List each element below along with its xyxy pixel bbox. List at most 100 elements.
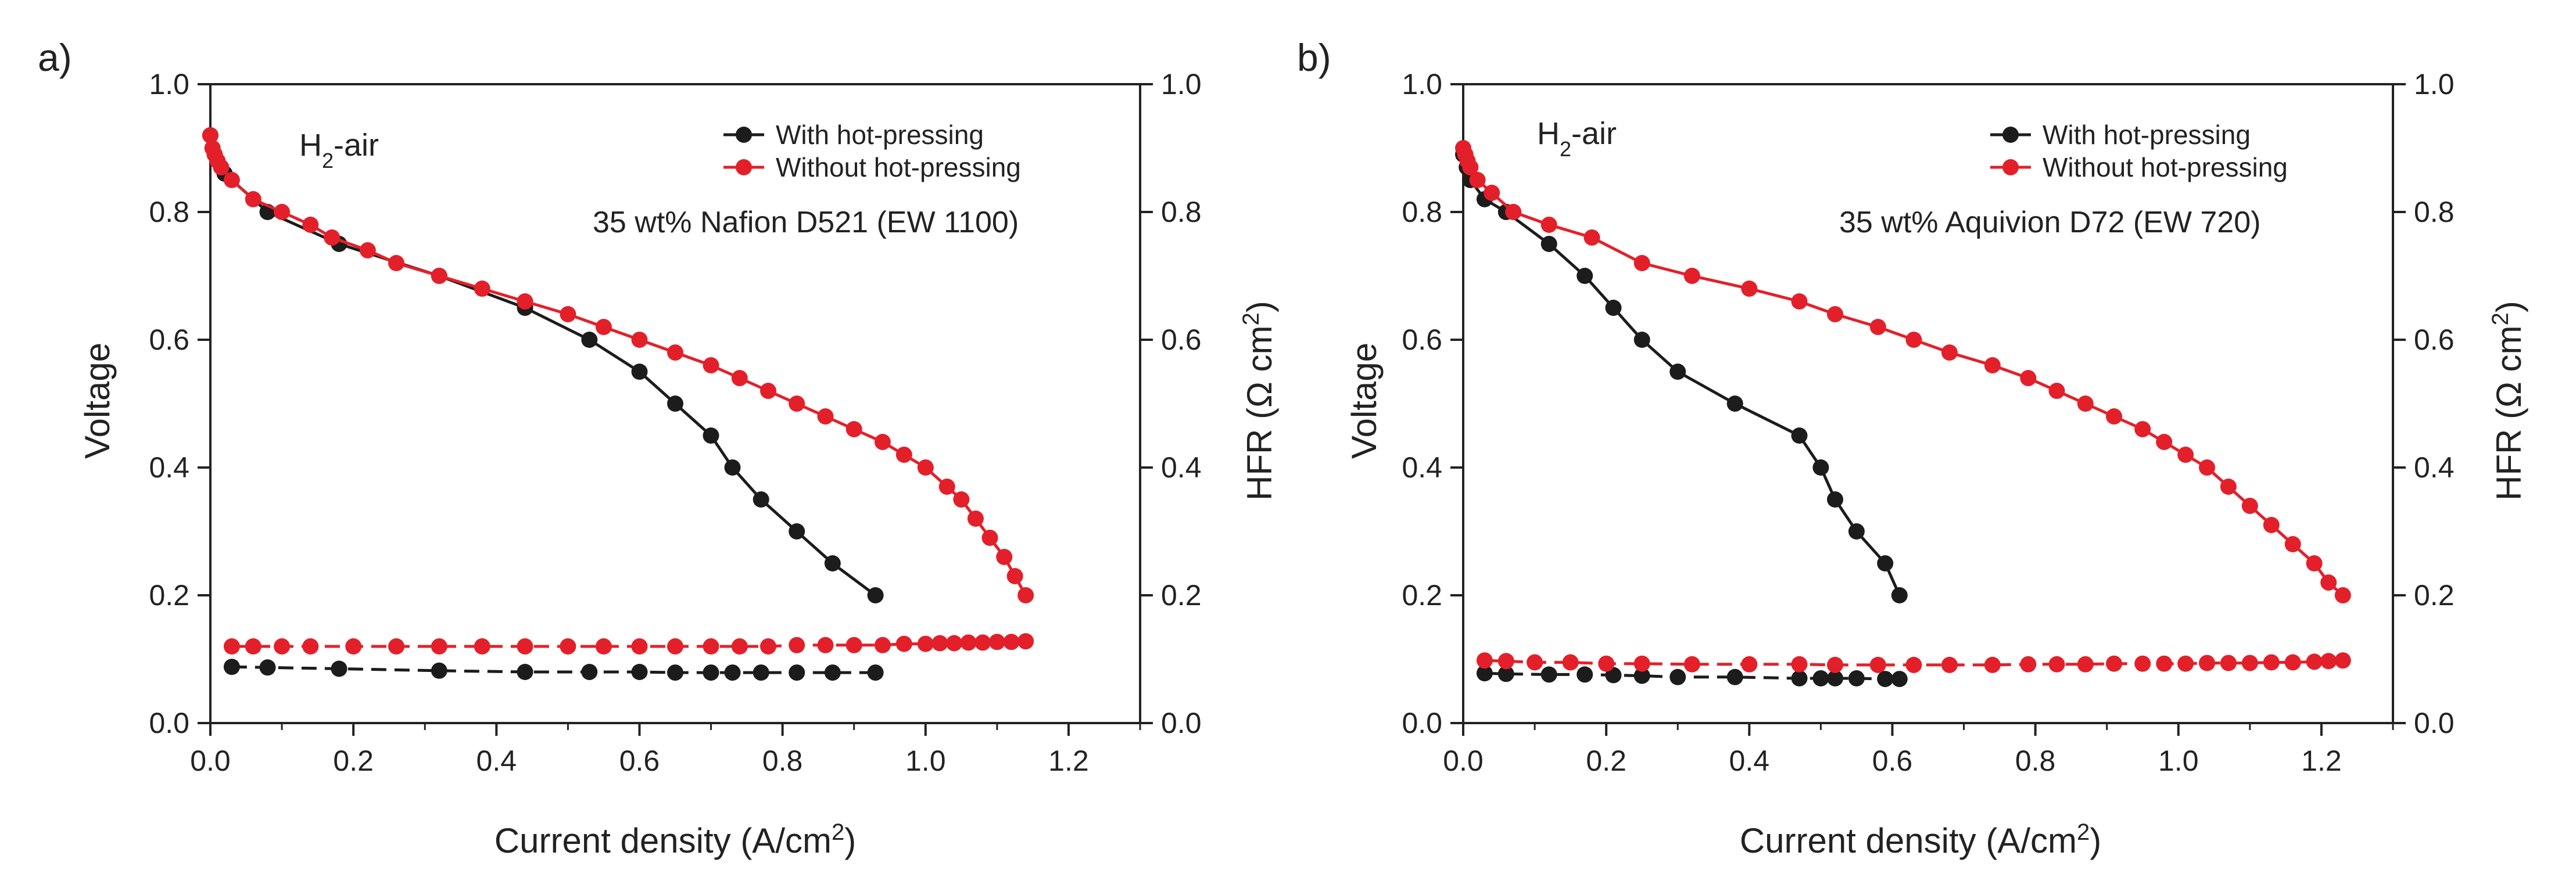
- without-hot-pressing-hfr-point: [931, 635, 948, 652]
- with-hot-pressing-voltage-point: [724, 459, 741, 476]
- x-tick-label: 0.6: [619, 745, 660, 777]
- y-tick-label: 0.6: [1402, 323, 1442, 356]
- without-hot-pressing-hfr-point: [474, 638, 490, 655]
- y-tick-label: 1.0: [1402, 68, 1442, 100]
- with-hot-pressing-hfr-point: [1877, 671, 1894, 688]
- without-hot-pressing-voltage-point: [996, 549, 1013, 565]
- panel-b-ionomer-annotation: 35 wt% Aquivion D72 (EW 720): [1839, 206, 2260, 239]
- without-hot-pressing-voltage-point: [1006, 568, 1023, 584]
- panel-b-gas-annotation: H2-air: [1537, 116, 1617, 161]
- with-hot-pressing-hfr-point: [724, 664, 741, 681]
- without-hot-pressing-hfr-point: [431, 638, 447, 655]
- without-hot-pressing-hfr-point: [946, 635, 962, 652]
- without-hot-pressing-voltage-point: [223, 172, 240, 188]
- without-hot-pressing-voltage-point: [1017, 587, 1034, 603]
- without-hot-pressing-voltage-point: [760, 383, 776, 399]
- without-hot-pressing-voltage-point: [560, 306, 576, 322]
- without-hot-pressing-hfr-point: [2106, 655, 2122, 672]
- with-hot-pressing-hfr-point: [1633, 667, 1650, 684]
- without-hot-pressing-hfr-point: [874, 637, 891, 653]
- with-hot-pressing-voltage-point: [867, 587, 884, 603]
- x-tick-label: 0.2: [1586, 745, 1626, 777]
- without-hot-pressing-voltage-point: [2077, 396, 2094, 412]
- without-hot-pressing-hfr-point: [1476, 652, 1493, 669]
- x-tick-label: 0.0: [1443, 745, 1484, 777]
- x-tick-label: 0.2: [333, 745, 374, 777]
- without-hot-pressing-hfr-point: [2334, 652, 2351, 669]
- without-hot-pressing-voltage-point: [895, 447, 912, 463]
- without-hot-pressing-voltage-point: [2334, 587, 2351, 603]
- without-hot-pressing-hfr-point: [560, 638, 576, 655]
- with-hot-pressing-voltage-point: [1791, 427, 1808, 444]
- with-hot-pressing-hfr-point: [667, 664, 683, 681]
- with-hot-pressing-hfr-point: [1497, 666, 1514, 682]
- without-hot-pressing-voltage-point: [359, 242, 376, 258]
- panel-a-x-axis-label: Current density (A/cm2): [495, 819, 856, 860]
- with-hot-pressing-hfr-point: [631, 664, 648, 680]
- without-hot-pressing-hfr-point: [1003, 634, 1020, 650]
- panel-b-label: b): [1297, 36, 1331, 79]
- without-hot-pressing-voltage-point: [1583, 229, 1600, 246]
- without-hot-pressing-hfr-point: [388, 638, 404, 655]
- without-hot-pressing-voltage-point: [1505, 204, 1522, 220]
- without-hot-pressing-hfr-point: [2263, 654, 2280, 671]
- with-hot-pressing-hfr-point: [824, 664, 841, 681]
- without-hot-pressing-voltage-point: [1540, 217, 1557, 233]
- panel-a-legend: With hot-pressing Without hot-pressing: [723, 120, 1021, 182]
- without-hot-pressing-hfr-point: [1683, 656, 1700, 673]
- without-hot-pressing-voltage-point: [213, 159, 230, 175]
- without-hot-pressing-hfr-point: [2284, 654, 2301, 671]
- panel-b-axes: 0.0 0.2 0.4 0.6 0.8 1.0 1.2 0.0 0.2 0.4 0.6 0.8 1.0 0…: [1402, 68, 2454, 777]
- without-hot-pressing-voltage-point: [2263, 517, 2280, 533]
- y-tick-label: 0.0: [1402, 707, 1442, 739]
- x-tick-label: 1.2: [1048, 745, 1089, 777]
- x-tick-label: 0.4: [1729, 745, 1770, 777]
- without-hot-pressing-voltage-point: [1905, 332, 1922, 348]
- legend-label-without: Without hot-pressing: [776, 152, 1021, 182]
- y-tick-label: 1.0: [149, 68, 189, 100]
- panel-a-ionomer-annotation: 35 wt% Nafion D521 (EW 1100): [593, 206, 1019, 239]
- without-hot-pressing-hfr-point: [988, 634, 1005, 650]
- with-hot-pressing-voltage-point: [1726, 396, 1743, 412]
- without-hot-pressing-voltage-point: [667, 344, 683, 361]
- without-hot-pressing-hfr-point: [2320, 653, 2337, 670]
- legend-label-with: With hot-pressing: [2043, 120, 2251, 150]
- panel-b-y-axis-label: Voltage: [1345, 343, 1384, 459]
- without-hot-pressing-hfr-point: [223, 638, 240, 655]
- y-tick-label: 0.4: [149, 451, 189, 484]
- without-hot-pressing-hfr-point: [1869, 656, 1886, 673]
- without-hot-pressing-voltage-point: [1984, 357, 2001, 373]
- y-tick-label: 0.0: [149, 707, 189, 739]
- without-hot-pressing-voltage-point: [731, 370, 748, 386]
- panel-b-x-axis-label: Current density (A/cm2): [1740, 819, 2101, 860]
- with-hot-pressing-hfr-point: [1812, 670, 1829, 686]
- with-hot-pressing-voltage-point: [1669, 364, 1686, 380]
- without-hot-pressing-voltage-point: [517, 293, 533, 310]
- without-hot-pressing-voltage-point: [474, 281, 490, 297]
- panel-a-axes: 0.0 0.2 0.4 0.6 0.8 1.0 1.2 0.0 0.2 0.4 0.6 0.8 1.0 0…: [149, 68, 1201, 777]
- without-hot-pressing-hfr-point: [345, 638, 362, 655]
- with-hot-pressing-hfr-point: [259, 659, 276, 676]
- y-tick-label: 0.6: [149, 323, 189, 356]
- with-hot-pressing-voltage-point: [1812, 459, 1829, 476]
- legend-marker-without: [2002, 159, 2019, 175]
- without-hot-pressing-voltage-point: [324, 229, 341, 246]
- legend-label-with: With hot-pressing: [776, 120, 984, 150]
- x-tick-label: 0.4: [476, 745, 517, 777]
- with-hot-pressing-hfr-point: [1827, 670, 1843, 686]
- without-hot-pressing-hfr-point: [895, 635, 912, 652]
- without-hot-pressing-hfr-point: [2156, 655, 2173, 672]
- panel-a-series: [202, 127, 1034, 681]
- without-hot-pressing-hfr-point: [2241, 655, 2258, 671]
- without-hot-pressing-hfr-point: [1598, 655, 1615, 672]
- without-hot-pressing-voltage-point: [917, 459, 934, 476]
- with-hot-pressing-hfr-point: [581, 664, 598, 680]
- without-hot-pressing-hfr-point: [1827, 656, 1843, 673]
- without-hot-pressing-voltage-point: [2048, 383, 2065, 399]
- with-hot-pressing-hfr-point: [753, 664, 769, 681]
- plot-frame: [1462, 83, 2394, 724]
- y2-tick-label: 0.6: [2414, 323, 2455, 356]
- without-hot-pressing-voltage-point: [2106, 408, 2122, 425]
- panel-b-legend: With hot-pressing Without hot-pressing: [1990, 120, 2288, 182]
- with-hot-pressing-voltage-point: [631, 364, 648, 380]
